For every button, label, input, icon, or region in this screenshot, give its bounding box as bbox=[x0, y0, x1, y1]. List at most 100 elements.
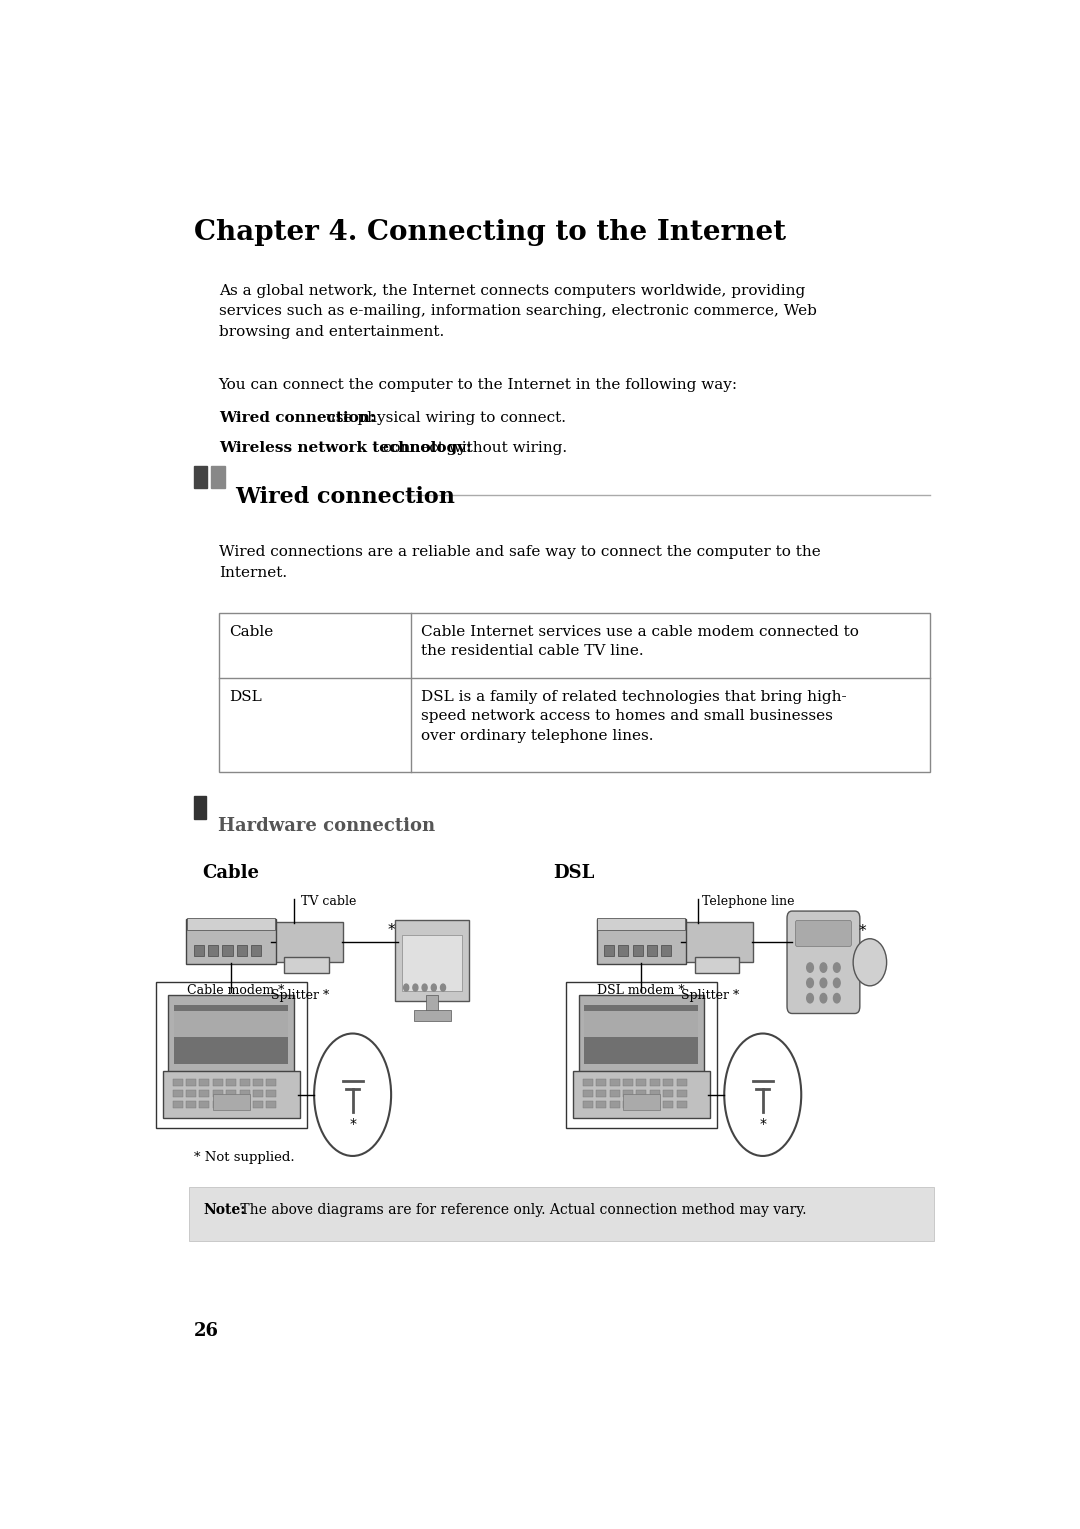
FancyBboxPatch shape bbox=[596, 919, 686, 965]
Text: Chapter 4. Connecting to the Internet: Chapter 4. Connecting to the Internet bbox=[193, 219, 786, 246]
Bar bbox=[200, 1090, 210, 1098]
FancyBboxPatch shape bbox=[174, 1005, 288, 1064]
Ellipse shape bbox=[725, 1034, 801, 1156]
FancyBboxPatch shape bbox=[584, 1011, 699, 1037]
Bar bbox=[240, 1090, 249, 1098]
Circle shape bbox=[834, 963, 840, 972]
Bar bbox=[636, 1090, 647, 1098]
Text: Wireless network technology:: Wireless network technology: bbox=[218, 442, 471, 456]
Bar bbox=[566, 982, 717, 1128]
FancyBboxPatch shape bbox=[270, 922, 343, 962]
Bar bbox=[253, 1101, 264, 1107]
Bar bbox=[213, 1093, 249, 1110]
Bar bbox=[619, 945, 629, 956]
Bar bbox=[414, 1011, 450, 1020]
Bar bbox=[650, 1079, 660, 1087]
Bar bbox=[200, 1101, 210, 1107]
FancyBboxPatch shape bbox=[572, 1072, 710, 1118]
Bar bbox=[597, 917, 686, 930]
FancyBboxPatch shape bbox=[174, 1011, 288, 1037]
FancyBboxPatch shape bbox=[680, 922, 753, 962]
Text: Cable Internet services use a cable modem connected to
the residential cable TV : Cable Internet services use a cable mode… bbox=[421, 625, 859, 659]
Bar bbox=[226, 1101, 237, 1107]
Text: connect without wiring.: connect without wiring. bbox=[378, 442, 567, 456]
Bar bbox=[427, 995, 438, 1012]
Bar bbox=[623, 1101, 633, 1107]
Bar bbox=[156, 982, 307, 1128]
Bar bbox=[650, 1090, 660, 1098]
Circle shape bbox=[834, 994, 840, 1003]
Text: As a global network, the Internet connects computers worldwide, providing
servic: As a global network, the Internet connec… bbox=[218, 283, 816, 339]
FancyBboxPatch shape bbox=[584, 1005, 699, 1064]
Text: DSL: DSL bbox=[554, 864, 595, 882]
Text: Note:: Note: bbox=[204, 1203, 246, 1217]
Bar bbox=[623, 1093, 660, 1110]
Text: *: * bbox=[349, 1118, 356, 1131]
Bar bbox=[609, 1090, 620, 1098]
Bar bbox=[267, 1101, 276, 1107]
Bar bbox=[200, 1079, 210, 1087]
FancyBboxPatch shape bbox=[189, 1187, 934, 1240]
Bar bbox=[609, 1101, 620, 1107]
FancyBboxPatch shape bbox=[787, 911, 860, 1014]
Text: You can connect the computer to the Internet in the following way:: You can connect the computer to the Inte… bbox=[218, 378, 738, 391]
Bar bbox=[186, 1079, 197, 1087]
Bar bbox=[173, 1079, 183, 1087]
Text: use physical wiring to connect.: use physical wiring to connect. bbox=[321, 411, 566, 425]
Bar bbox=[222, 945, 232, 956]
Text: TV cable: TV cable bbox=[300, 894, 356, 908]
FancyBboxPatch shape bbox=[395, 920, 469, 1000]
Bar bbox=[596, 1101, 606, 1107]
Text: Telephone line: Telephone line bbox=[702, 894, 795, 908]
Circle shape bbox=[820, 979, 827, 988]
Circle shape bbox=[820, 963, 827, 972]
Text: Cable: Cable bbox=[229, 625, 273, 639]
Bar bbox=[208, 945, 218, 956]
Text: Cable modem *: Cable modem * bbox=[187, 985, 285, 997]
FancyBboxPatch shape bbox=[694, 957, 739, 974]
Text: 26: 26 bbox=[193, 1321, 218, 1339]
Bar bbox=[676, 1079, 687, 1087]
Bar bbox=[218, 613, 930, 772]
FancyBboxPatch shape bbox=[795, 920, 851, 946]
Circle shape bbox=[834, 979, 840, 988]
Bar bbox=[676, 1101, 687, 1107]
Bar bbox=[623, 1079, 633, 1087]
Bar bbox=[240, 1101, 249, 1107]
Text: Wired connection: Wired connection bbox=[235, 486, 456, 508]
Circle shape bbox=[820, 994, 827, 1003]
Bar bbox=[663, 1090, 673, 1098]
Bar bbox=[186, 1101, 197, 1107]
Bar bbox=[213, 1101, 222, 1107]
Text: * Not supplied.: * Not supplied. bbox=[193, 1151, 294, 1164]
Bar bbox=[226, 1079, 237, 1087]
Circle shape bbox=[807, 963, 813, 972]
Bar bbox=[609, 1079, 620, 1087]
Bar bbox=[194, 945, 204, 956]
Bar bbox=[596, 1090, 606, 1098]
Bar bbox=[213, 1079, 222, 1087]
FancyBboxPatch shape bbox=[579, 995, 704, 1072]
Bar bbox=[267, 1090, 276, 1098]
Bar bbox=[623, 1090, 633, 1098]
FancyBboxPatch shape bbox=[187, 919, 276, 965]
Bar bbox=[251, 945, 261, 956]
Ellipse shape bbox=[314, 1034, 391, 1156]
Text: DSL is a family of related technologies that bring high-
speed network access to: DSL is a family of related technologies … bbox=[421, 690, 847, 743]
Bar bbox=[583, 1101, 593, 1107]
Bar bbox=[193, 797, 206, 820]
Circle shape bbox=[422, 985, 427, 991]
Bar bbox=[663, 1101, 673, 1107]
Bar bbox=[636, 1079, 647, 1087]
Bar bbox=[633, 945, 643, 956]
Bar bbox=[650, 1101, 660, 1107]
Circle shape bbox=[807, 979, 813, 988]
Circle shape bbox=[404, 985, 408, 991]
Bar bbox=[237, 945, 246, 956]
Text: Cable: Cable bbox=[202, 864, 259, 882]
Bar bbox=[173, 1101, 183, 1107]
Circle shape bbox=[413, 985, 418, 991]
Bar bbox=[663, 1079, 673, 1087]
Text: *: * bbox=[859, 924, 866, 939]
Bar bbox=[676, 1090, 687, 1098]
